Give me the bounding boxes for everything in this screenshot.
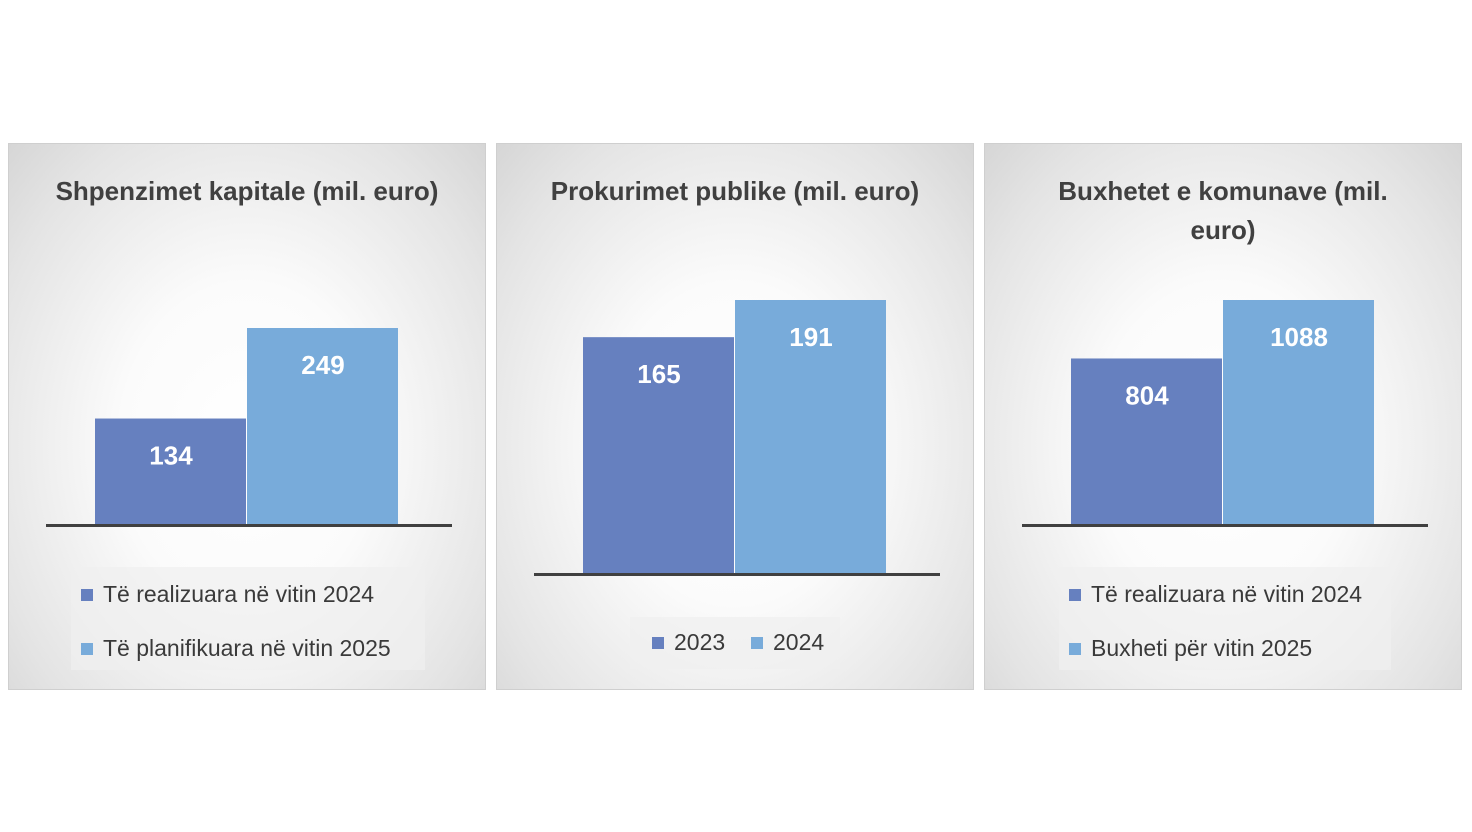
legend-item: Buxheti për vitin 2025: [1069, 635, 1312, 662]
chart-legend: 2023 2024: [630, 617, 840, 669]
chart-plot-area: 165 191: [534, 300, 940, 576]
legend-label: 2024: [773, 629, 825, 655]
data-label: 249: [301, 350, 344, 380]
chart-legend: Të realizuara në vitin 2024 Buxheti për …: [1059, 567, 1391, 670]
legend-label: 2023: [674, 629, 726, 655]
legend-swatch-dark: [1069, 588, 1081, 601]
chart-panel-municipal-budgets: Buxhetet e komunave (mil. euro) 804 1088 …: [984, 143, 1462, 690]
data-label: 134: [149, 441, 193, 471]
chart-panel-public-procurement: Prokurimet publike (mil. euro) 165 191 20…: [496, 143, 974, 690]
chart-title: Prokurimet publike (mil. euro): [550, 176, 920, 206]
chart-title: Shpenzimet kapitale (mil. euro): [55, 176, 439, 206]
legend-swatch-light: [1069, 642, 1081, 655]
chart-panel-capital-expenditure: Shpenzimet kapitale (mil. euro) 134 249 T…: [8, 143, 486, 690]
legend-label: Të realizuara në vitin 2024: [103, 581, 375, 607]
data-label: 191: [789, 322, 832, 352]
legend-label: Buxheti për vitin 2025: [1091, 635, 1313, 661]
legend-item: 2023: [652, 629, 725, 656]
chart-plot-area: 804 1088: [1022, 300, 1428, 527]
legend-swatch-dark: [652, 636, 664, 649]
chart-legend: Të realizuara në vitin 2024 Të planifiku…: [71, 567, 425, 670]
legend-item: Të realizuara në vitin 2024: [1069, 581, 1362, 608]
data-label: 804: [1125, 380, 1169, 410]
bar-first: [583, 337, 734, 573]
legend-swatch-light: [751, 636, 763, 649]
bar-first: [95, 418, 246, 524]
chart-title: Buxhetet e komunave (mil. euro): [1058, 176, 1388, 245]
legend-label: Të planifikuara në vitin 2025: [103, 635, 391, 661]
legend-item: 2024: [751, 629, 824, 656]
legend-label: Të realizuara në vitin 2024: [1091, 581, 1363, 607]
legend-swatch-dark: [81, 588, 93, 601]
chart-plot-area: 134 249: [46, 328, 452, 527]
bar-second: [735, 300, 886, 573]
bar-second: [247, 328, 398, 524]
bar-first: [1071, 358, 1222, 524]
data-label: 165: [637, 359, 680, 389]
data-label: 1088: [1270, 322, 1328, 352]
legend-swatch-light: [81, 642, 93, 655]
legend-item: Të realizuara në vitin 2024: [81, 581, 374, 608]
legend-item: Të planifikuara në vitin 2025: [81, 635, 391, 662]
bar-second: [1223, 300, 1374, 524]
